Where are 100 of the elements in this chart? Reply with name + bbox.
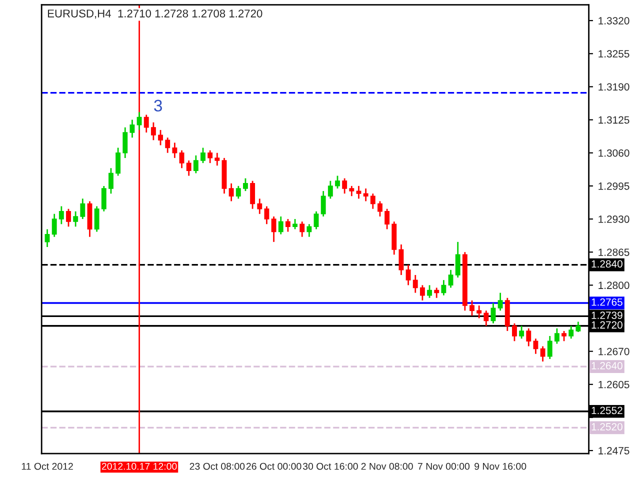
y-tick-label: 1.2475 <box>598 447 630 454</box>
x-tick-label: 11 Oct 2012 <box>22 462 73 470</box>
candlestick <box>243 178 248 192</box>
candlestick <box>398 244 404 276</box>
candlestick <box>519 325 524 340</box>
candlestick <box>498 292 503 312</box>
candlestick <box>484 310 489 327</box>
y-tick-label: 1.3255 <box>598 50 630 58</box>
x-tick-label: 26 Oct 00:00 <box>246 462 302 470</box>
y-tick-label: 1.3125 <box>598 116 630 124</box>
y-tick-label: 1.2930 <box>598 216 630 223</box>
x-tick-label: 9 Nov 16:00 <box>474 462 526 470</box>
candlestick <box>562 330 566 342</box>
candlestick <box>66 208 71 228</box>
ref-line-label: 1.2640 <box>592 362 622 370</box>
candlestick <box>73 210 78 228</box>
candlestick <box>52 213 57 238</box>
candlestick <box>158 129 163 146</box>
candlestick <box>278 216 284 235</box>
candlestick <box>108 167 114 194</box>
candlestick <box>44 228 50 248</box>
chart-title: EURUSD,H4 1.2710 1.2728 1.2708 1.2720 <box>48 10 262 19</box>
x-tick-label: 30 Oct 16:00 <box>302 462 358 470</box>
candlestick <box>378 200 382 218</box>
ref-line-label: 1.2739 <box>592 312 622 320</box>
candlestick <box>412 274 418 294</box>
candlestick <box>136 111 142 131</box>
candlestick <box>320 190 326 218</box>
candlestick <box>448 269 454 288</box>
candlestick <box>526 328 532 347</box>
candlestick <box>547 335 552 360</box>
x-tick-label: 2 Nov 08:00 <box>361 462 413 470</box>
x-tick-label: 2012.10.17 12:00 <box>102 462 177 470</box>
candlestick <box>257 198 262 215</box>
candlestick <box>264 206 270 225</box>
candlestick <box>285 218 290 232</box>
candlestick <box>370 192 376 210</box>
candlestick <box>179 150 184 169</box>
ref-line-label: 1.2552 <box>592 406 622 414</box>
ref-line-label: 1.2840 <box>592 260 622 268</box>
candlestick <box>335 175 340 190</box>
candlestick <box>406 264 411 286</box>
candlestick <box>250 180 256 210</box>
candlestick <box>122 126 128 159</box>
y-tick-label: 1.3060 <box>598 149 630 157</box>
ref-line-label: 1.2520 <box>592 423 622 430</box>
candlestick <box>186 160 192 176</box>
candlestick <box>58 206 64 225</box>
candlestick <box>144 114 149 134</box>
y-tick-label: 1.2995 <box>598 182 630 190</box>
candlestick <box>130 119 135 138</box>
candlestick <box>228 182 234 202</box>
candlestick <box>363 188 368 202</box>
candlestick <box>116 147 121 176</box>
x-tick-label: 23 Oct 08:00 <box>190 462 245 470</box>
candlestick <box>420 284 425 302</box>
y-tick-label: 1.2800 <box>598 282 630 290</box>
candlestick <box>208 150 213 164</box>
candlestick <box>512 322 517 342</box>
y-tick-label: 1.3320 <box>598 17 630 24</box>
candlestick <box>576 321 581 333</box>
x-tick-label: 7 Nov 00:00 <box>418 462 470 470</box>
y-tick-label: 1.2605 <box>598 380 630 388</box>
candlestick <box>342 178 348 194</box>
candlestick <box>200 147 206 164</box>
candlestick <box>101 185 106 212</box>
candlestick <box>356 185 362 200</box>
candlestick <box>384 208 390 230</box>
candlestick <box>193 154 198 174</box>
annotation: 3 <box>154 100 162 112</box>
candlestick <box>349 185 354 197</box>
ref-line-label: 1.2765 <box>592 298 622 306</box>
candlestick <box>150 122 156 141</box>
candlestick <box>427 284 432 299</box>
candlestick <box>533 338 538 355</box>
candlestick <box>271 216 276 243</box>
candlestick <box>236 185 241 200</box>
candlestick <box>568 325 574 340</box>
candlestick <box>490 302 496 324</box>
candlestick <box>441 279 446 296</box>
candlestick <box>214 152 220 166</box>
candlestick <box>314 210 319 230</box>
y-tick-label: 1.2865 <box>598 248 630 256</box>
y-tick-label: 1.3190 <box>598 83 630 91</box>
candlestick <box>172 142 178 159</box>
candlestick <box>434 287 440 299</box>
candlestick <box>165 136 170 154</box>
candlestick <box>300 220 305 238</box>
candlestick <box>554 328 560 344</box>
candlestick <box>540 346 546 362</box>
candlestick <box>292 218 298 230</box>
y-tick-label: 1.2670 <box>598 348 630 356</box>
candlestick <box>476 304 482 319</box>
candlestick <box>470 300 474 316</box>
candlestick <box>80 198 86 220</box>
ref-line-label: 1.2720 <box>592 321 622 329</box>
candlestick <box>455 241 460 278</box>
candlestick <box>306 223 312 238</box>
candlestick <box>328 180 333 200</box>
candlestick <box>94 206 100 232</box>
